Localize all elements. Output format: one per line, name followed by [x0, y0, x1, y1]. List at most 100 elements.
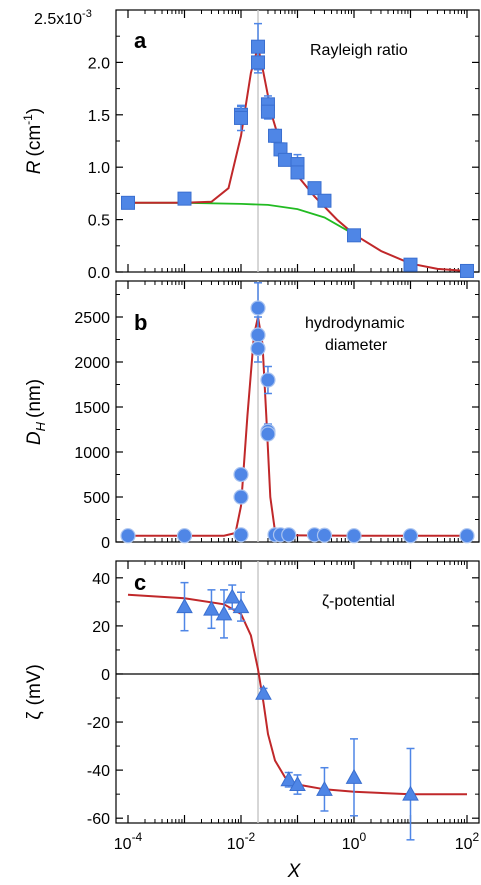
xtick-label-base: 10 — [227, 836, 245, 853]
data-point — [250, 334, 266, 363]
data-point — [316, 527, 333, 543]
panel-b-ylabel: DH (nm) — [24, 379, 48, 445]
panel-b-yticks: 0 500 1000 1500 2000 2500 — [74, 294, 479, 552]
marker-square — [460, 263, 474, 278]
marker-square — [121, 195, 135, 210]
data-point — [232, 591, 250, 622]
data-point — [177, 191, 192, 206]
panel-b-plot — [120, 281, 475, 544]
panel-b-letter: b — [134, 310, 147, 335]
panel-b-xticks — [127, 281, 468, 542]
data-point — [203, 589, 220, 630]
marker-circle — [316, 527, 333, 543]
marker-circle — [233, 527, 249, 543]
marker-square — [307, 181, 322, 196]
xtick-label-exp: 2 — [473, 830, 480, 844]
xtick-label-base: 10 — [455, 836, 473, 853]
marker-triangle — [402, 785, 419, 801]
marker-square — [347, 228, 361, 243]
ytick-label: 0.5 — [88, 213, 110, 230]
data-point — [260, 426, 276, 442]
marker-triangle — [223, 588, 241, 604]
panel-c-letter: c — [134, 570, 146, 595]
ytick-label: 1.0 — [88, 160, 110, 177]
data-point — [460, 263, 474, 278]
xtick-label-exp: -2 — [245, 830, 256, 844]
marker-square — [177, 191, 192, 206]
ytick-label: 40 — [92, 571, 110, 588]
marker-triangle — [215, 605, 233, 621]
marker-square — [251, 55, 266, 70]
data-point — [223, 584, 241, 610]
fit-curve — [127, 593, 467, 796]
data-point — [215, 589, 233, 639]
panel-b-annotation-line1: hydrodynamic — [305, 315, 405, 332]
data-point — [289, 774, 306, 795]
data-point — [347, 228, 361, 243]
panel-a-annotation: Rayleigh ratio — [310, 42, 408, 59]
fit-curve — [128, 316, 467, 537]
data-point — [233, 489, 249, 505]
ytick-label: 20 — [92, 619, 110, 636]
data-point — [176, 581, 193, 632]
marker-square — [268, 128, 283, 143]
panel-b-annotation-line2: diameter — [325, 337, 388, 354]
data-point — [268, 128, 283, 143]
marker-circle — [260, 426, 276, 442]
marker-circle — [233, 466, 249, 483]
panel-a-ylabel: R (cm-1) — [21, 108, 45, 174]
marker-circle — [120, 528, 136, 544]
ytick-label: 2.0 — [88, 55, 110, 72]
data-point — [120, 528, 136, 544]
panel-b-ylabel-sub: H — [33, 421, 48, 431]
xtick-label: 10-4 — [114, 830, 143, 853]
data-point — [403, 257, 418, 272]
data-point — [281, 527, 297, 543]
panel-c-yticks: -60 -40 -20 0 20 40 — [87, 571, 479, 828]
marker-circle — [233, 489, 249, 505]
ytick-label: 0 — [101, 667, 110, 684]
marker-circle — [281, 527, 297, 543]
ytick-label: 0.0 — [88, 265, 110, 282]
panel-a-ylabel-unit-sup: -1 — [21, 114, 35, 125]
marker-triangle — [255, 684, 272, 700]
marker-circle — [250, 300, 266, 316]
panel-c-plot — [116, 561, 479, 841]
panel-a-multiplier-base: 2.5x10 — [34, 11, 82, 28]
panel-b-ylabel-unit: (nm) — [24, 379, 45, 418]
ytick-label: 1500 — [74, 400, 110, 417]
data-point — [402, 747, 419, 841]
marker-triangle — [176, 598, 193, 614]
ytick-label: -20 — [87, 715, 110, 732]
marker-square — [260, 104, 275, 119]
marker-circle — [459, 528, 475, 544]
data-point — [459, 528, 475, 544]
panel-a-yticks: 0.0 0.5 1.0 1.5 2.0 — [88, 35, 479, 282]
marker-triangle — [345, 768, 363, 784]
marker-square — [290, 165, 305, 180]
marker-triangle — [232, 598, 250, 614]
marker-triangle — [289, 776, 306, 792]
data-point — [290, 165, 305, 180]
xtick-label: 102 — [455, 830, 480, 853]
panel-b-ylabel-symbol: D — [24, 431, 45, 445]
panel-c-annotation: ζ-potential — [322, 593, 395, 610]
marker-square — [403, 257, 418, 272]
data-point — [307, 181, 322, 196]
marker-circle — [402, 528, 419, 544]
data-point — [233, 527, 249, 543]
panel-a-xticks — [127, 10, 468, 272]
marker-square — [317, 193, 332, 208]
marker-circle — [346, 528, 362, 544]
marker-triangle — [280, 771, 298, 787]
ytick-label: 1000 — [74, 445, 110, 462]
ytick-label: -40 — [87, 763, 110, 780]
data-point — [260, 365, 276, 395]
marker-square — [277, 152, 292, 167]
xtick-label: 100 — [342, 830, 367, 853]
panel-a-rayleigh-ratio: a Rayleigh ratio 2.5x10-3 R (cm-1) 0.0 0.5… — [21, 8, 480, 282]
data-point — [251, 51, 266, 74]
panel-c-xticks: 10-4 10-2 100 102 — [114, 561, 480, 853]
